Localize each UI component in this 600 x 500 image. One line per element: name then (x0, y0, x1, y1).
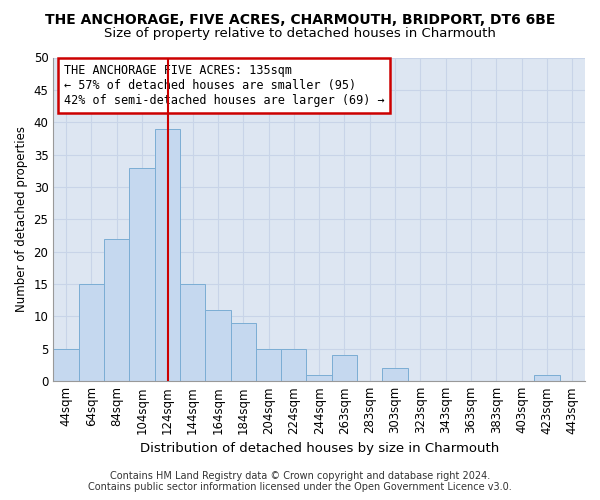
Bar (104, 239, 129, 381)
Bar (205, 310, 230, 381)
Text: Contains HM Land Registry data © Crown copyright and database right 2024.
Contai: Contains HM Land Registry data © Crown c… (88, 471, 512, 492)
Text: THE ANCHORAGE FIVE ACRES: 135sqm
← 57% of detached houses are smaller (95)
42% o: THE ANCHORAGE FIVE ACRES: 135sqm ← 57% o… (64, 64, 385, 107)
Bar (53, 349, 79, 381)
Bar (307, 374, 332, 381)
X-axis label: Distribution of detached houses by size in Charmouth: Distribution of detached houses by size … (140, 442, 499, 455)
Bar (281, 349, 307, 381)
Text: Size of property relative to detached houses in Charmouth: Size of property relative to detached ho… (104, 28, 496, 40)
Bar (230, 323, 256, 381)
Bar (129, 168, 155, 381)
Bar (535, 374, 560, 381)
Text: THE ANCHORAGE, FIVE ACRES, CHARMOUTH, BRIDPORT, DT6 6BE: THE ANCHORAGE, FIVE ACRES, CHARMOUTH, BR… (45, 12, 555, 26)
Bar (332, 356, 357, 381)
Y-axis label: Number of detached properties: Number of detached properties (15, 126, 28, 312)
Bar (180, 284, 205, 381)
Bar (155, 128, 180, 381)
Bar (79, 284, 104, 381)
Bar (256, 349, 281, 381)
Bar (382, 368, 408, 381)
